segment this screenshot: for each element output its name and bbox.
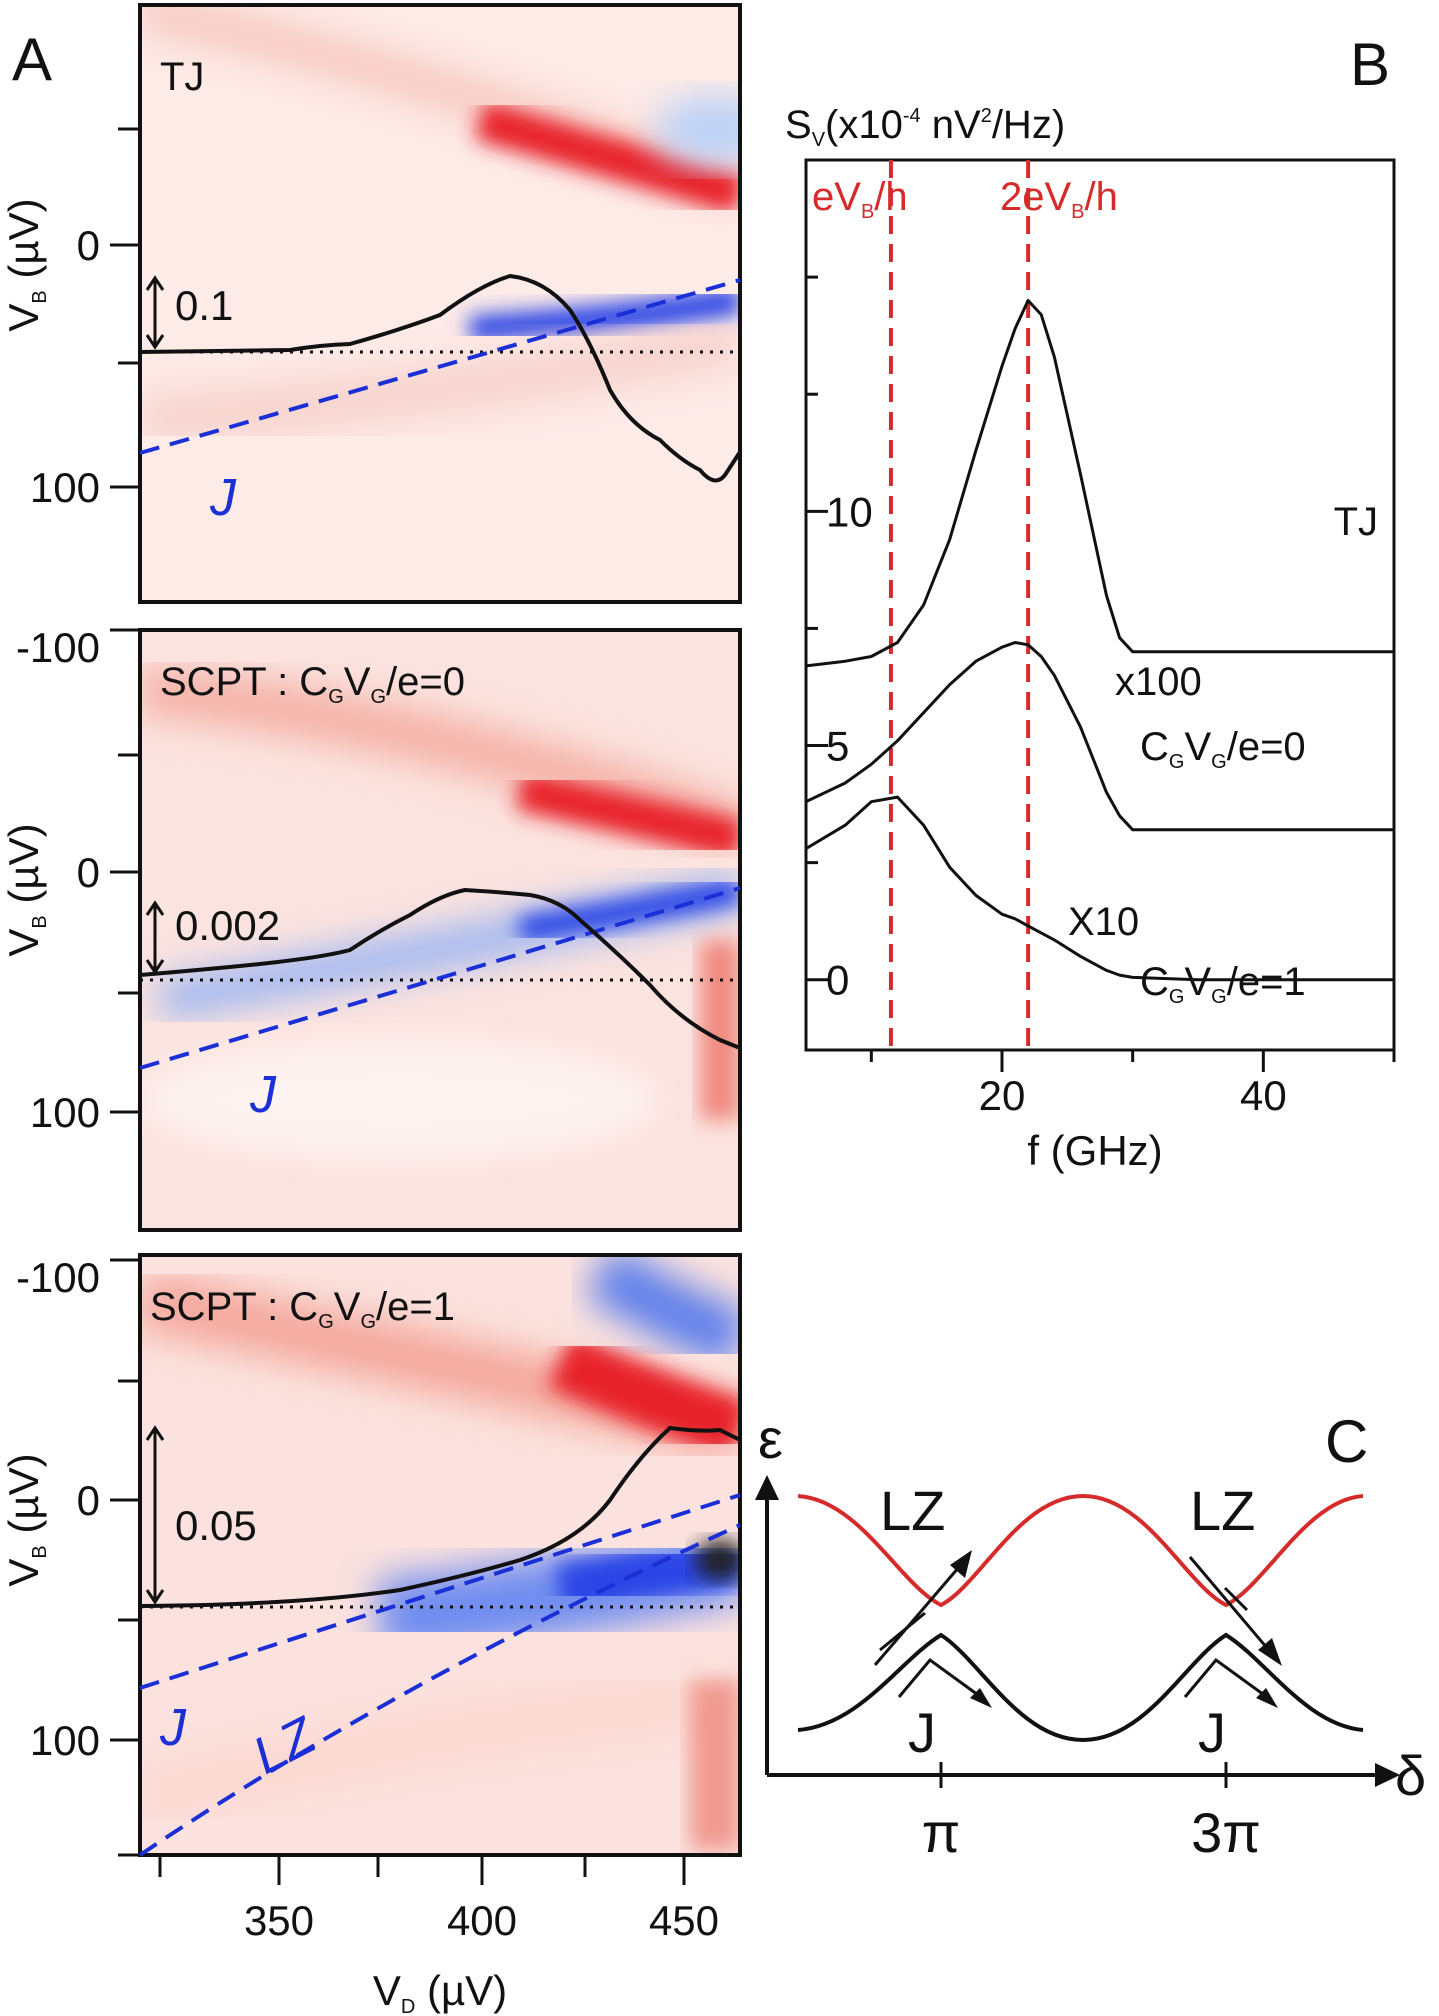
scale-bar-scpt-e0: 0.002 (175, 902, 280, 949)
panel-c-label-j-left: J (908, 1701, 936, 1764)
svg-text:VB (µV): VB (µV) (0, 1453, 51, 1586)
overlay-tj (139, 273, 742, 483)
ytick-a3-m100: -100 (16, 1254, 100, 1301)
ytick-a3-100: 100 (30, 1717, 100, 1764)
xtick-label-20: 20 (979, 1072, 1026, 1119)
curve-label-cg1: CGVG/e=1 (1140, 960, 1306, 1008)
panel-c-label-j-right: J (1198, 1701, 1226, 1764)
series-line-2 (806, 795, 1394, 982)
curve-label-cg0: CGVG/e=0 (1140, 725, 1306, 773)
heatmap-tj (140, 5, 740, 602)
panel-letter-a: A (12, 26, 52, 93)
scale-bar-tj: 0.1 (175, 282, 233, 329)
panel-b-plot (806, 160, 1394, 1050)
panel-b-ticks: 10 5 0 20 40 (806, 275, 1396, 1119)
panel-c-label-lz-right: LZ (1190, 1479, 1255, 1542)
fit-label-j-tj: J (209, 469, 237, 527)
panel-c-label-lz-left: LZ (880, 1479, 945, 1542)
series-line-1 (806, 641, 1394, 832)
frame-subplot-scpt-e1 (138, 1253, 742, 1857)
x-axis-label-a: VD (µV) (373, 1967, 507, 2016)
panel-b-frame (804, 158, 1396, 1052)
ytick-label-0: 0 (826, 957, 849, 1004)
panel-c-diagram (755, 1475, 1400, 1788)
xtick-400: 400 (447, 1897, 517, 1944)
panel-a-ticks (110, 127, 686, 1885)
heatmap-scpt-e1 (140, 1255, 740, 1855)
marker-label-evb: eVB/h (812, 175, 908, 223)
svg-text:VB (µV): VB (µV) (0, 198, 51, 331)
subplot-title-scpt-e1: SCPT : CGVG/e=1 (150, 1285, 455, 1333)
frame-subplot-scpt-e0 (138, 628, 742, 1232)
ytick-a2-0: 0 (77, 849, 100, 896)
curve-label-x10: X10 (1068, 900, 1139, 944)
panel-c-xtick-pi: π (922, 1801, 961, 1864)
curve-label-x100: x100 (1115, 660, 1202, 704)
ytick-a2-m100: -100 (16, 624, 100, 671)
scale-bar-scpt-e1: 0.05 (175, 1502, 257, 1549)
frame-subplot-tj (138, 3, 742, 604)
xtick-450: 450 (649, 1897, 719, 1944)
overlay-scpt-e1 (138, 1425, 741, 1857)
overlay-scpt-e0 (139, 886, 741, 1070)
subplot-title-tj: TJ (160, 55, 204, 99)
ytick-a2-100: 100 (30, 1089, 100, 1136)
marker-label-2evb: 2eVB/h (1000, 175, 1118, 223)
panel-c-xlabel: δ (1395, 1744, 1426, 1807)
fit-label-j-scpt-e1: J (159, 1699, 187, 1757)
svg-text:VB (µV): VB (µV) (0, 823, 51, 956)
panel-b-xlabel: f (GHz) (1027, 1127, 1162, 1174)
ytick-a1-100: 100 (30, 464, 100, 511)
subplot-title-scpt-e0: SCPT : CGVG/e=0 (160, 660, 465, 708)
panel-c-ylabel: ε (758, 1407, 783, 1470)
ytick-label-5: 5 (826, 723, 849, 770)
y-axis-labels-a: VB (µV) VB (µV) VB (µV) (0, 198, 51, 1586)
ytick-a1-0: 0 (77, 222, 100, 269)
heatmap-scpt-e0 (140, 630, 740, 1230)
panel-letter-c: C (1325, 1408, 1368, 1475)
panel-letter-b: B (1350, 31, 1390, 98)
curve-label-tj: TJ (1334, 500, 1378, 544)
xtick-label-40: 40 (1240, 1072, 1287, 1119)
ytick-label-10: 10 (826, 488, 873, 535)
series-line-0 (806, 299, 1394, 668)
panel-b-ylabel: SV(x10-4 nV2/Hz) (785, 103, 1065, 151)
panel-c-xtick-3pi: 3π (1191, 1801, 1261, 1864)
fit-label-j-scpt-e0: J (249, 1066, 277, 1124)
xtick-350: 350 (244, 1897, 314, 1944)
ytick-a3-0: 0 (77, 1477, 100, 1524)
